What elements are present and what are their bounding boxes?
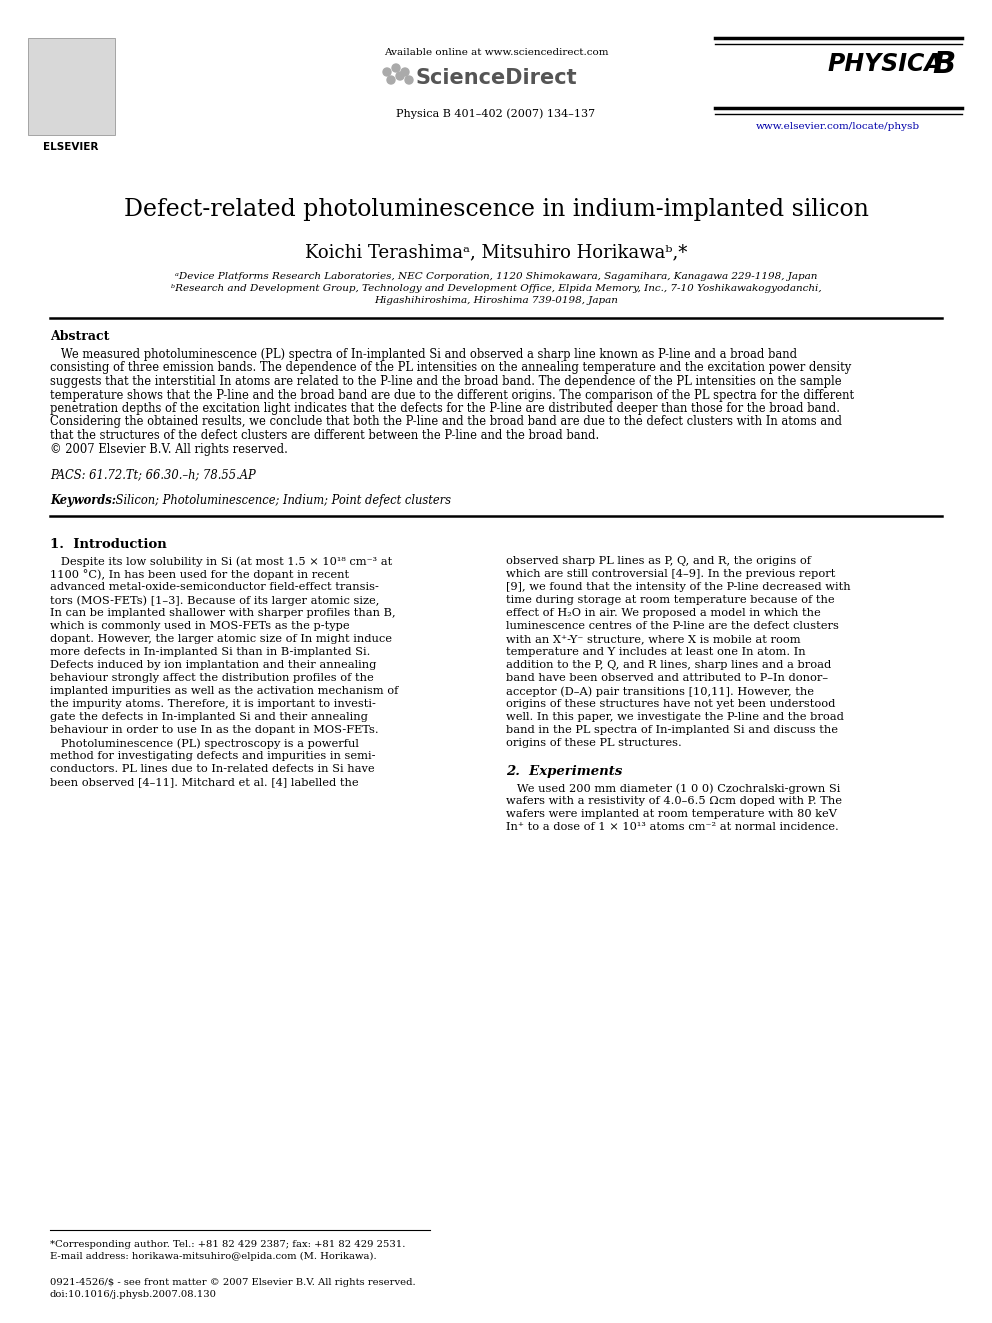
Text: method for investigating defects and impurities in semi-: method for investigating defects and imp… — [50, 751, 376, 761]
Text: Photoluminescence (PL) spectroscopy is a powerful: Photoluminescence (PL) spectroscopy is a… — [50, 738, 359, 749]
Text: Defects induced by ion implantation and their annealing: Defects induced by ion implantation and … — [50, 660, 376, 669]
Text: In⁺ to a dose of 1 × 10¹³ atoms cm⁻² at normal incidence.: In⁺ to a dose of 1 × 10¹³ atoms cm⁻² at … — [506, 822, 839, 832]
Text: Keywords:: Keywords: — [50, 493, 116, 507]
Text: 0921-4526/$ - see front matter © 2007 Elsevier B.V. All rights reserved.: 0921-4526/$ - see front matter © 2007 El… — [50, 1278, 416, 1287]
Text: more defects in In-implanted Si than in B-implanted Si.: more defects in In-implanted Si than in … — [50, 647, 370, 658]
Text: behaviour strongly affect the distribution profiles of the: behaviour strongly affect the distributi… — [50, 673, 374, 683]
Text: [9], we found that the intensity of the P-line decreased with: [9], we found that the intensity of the … — [506, 582, 850, 591]
Circle shape — [392, 64, 400, 71]
Text: band have been observed and attributed to P–In donor–: band have been observed and attributed t… — [506, 673, 828, 683]
Text: Koichi Terashimaᵃ, Mitsuhiro Horikawaᵇ,*: Koichi Terashimaᵃ, Mitsuhiro Horikawaᵇ,* — [305, 243, 687, 261]
Text: penetration depths of the excitation light indicates that the defects for the P-: penetration depths of the excitation lig… — [50, 402, 840, 415]
Text: 1.  Introduction: 1. Introduction — [50, 538, 167, 550]
Text: tors (MOS-FETs) [1–3]. Because of its larger atomic size,: tors (MOS-FETs) [1–3]. Because of its la… — [50, 595, 379, 606]
Text: Abstract: Abstract — [50, 329, 109, 343]
Text: band in the PL spectra of In-implanted Si and discuss the: band in the PL spectra of In-implanted S… — [506, 725, 838, 736]
Text: PACS: 61.72.Tt; 66.30.–h; 78.55.AP: PACS: 61.72.Tt; 66.30.–h; 78.55.AP — [50, 468, 256, 482]
Text: wafers were implanted at room temperature with 80 keV: wafers were implanted at room temperatur… — [506, 808, 837, 819]
Text: dopant. However, the larger atomic size of In might induce: dopant. However, the larger atomic size … — [50, 634, 392, 644]
Text: well. In this paper, we investigate the P-line and the broad: well. In this paper, we investigate the … — [506, 712, 844, 722]
Text: gate the defects in In-implanted Si and their annealing: gate the defects in In-implanted Si and … — [50, 712, 368, 722]
Text: Silicon; Photoluminescence; Indium; Point defect clusters: Silicon; Photoluminescence; Indium; Poin… — [112, 493, 451, 507]
Circle shape — [401, 67, 409, 75]
Text: E-mail address: horikawa-mitsuhiro@elpida.com (M. Horikawa).: E-mail address: horikawa-mitsuhiro@elpid… — [50, 1252, 377, 1261]
Text: ᵇResearch and Development Group, Technology and Development Office, Elpida Memor: ᵇResearch and Development Group, Technol… — [171, 284, 821, 292]
Text: acceptor (D–A) pair transitions [10,11]. However, the: acceptor (D–A) pair transitions [10,11].… — [506, 687, 814, 697]
Text: observed sharp PL lines as P, Q, and R, the origins of: observed sharp PL lines as P, Q, and R, … — [506, 556, 811, 566]
Text: effect of H₂O in air. We proposed a model in which the: effect of H₂O in air. We proposed a mode… — [506, 609, 820, 618]
Text: time during storage at room temperature because of the: time during storage at room temperature … — [506, 595, 834, 605]
Text: B: B — [932, 50, 955, 79]
Text: www.elsevier.com/locate/physb: www.elsevier.com/locate/physb — [756, 122, 920, 131]
Text: conductors. PL lines due to In-related defects in Si have: conductors. PL lines due to In-related d… — [50, 763, 375, 774]
Circle shape — [405, 75, 413, 83]
Text: *Corresponding author. Tel.: +81 82 429 2387; fax: +81 82 429 2531.: *Corresponding author. Tel.: +81 82 429 … — [50, 1240, 406, 1249]
Text: PHYSICA: PHYSICA — [828, 52, 943, 75]
Text: suggests that the interstitial In atoms are related to the P-line and the broad : suggests that the interstitial In atoms … — [50, 374, 841, 388]
Text: which is commonly used in MOS-FETs as the p-type: which is commonly used in MOS-FETs as th… — [50, 620, 349, 631]
Text: that the structures of the defect clusters are different between the P-line and : that the structures of the defect cluste… — [50, 429, 599, 442]
Circle shape — [396, 71, 404, 79]
Text: ᵃDevice Platforms Research Laboratories, NEC Corporation, 1120 Shimokawara, Saga: ᵃDevice Platforms Research Laboratories,… — [175, 273, 817, 280]
FancyBboxPatch shape — [28, 38, 115, 135]
Text: Despite its low solubility in Si (at most 1.5 × 10¹⁸ cm⁻³ at: Despite its low solubility in Si (at mos… — [50, 556, 392, 566]
Text: implanted impurities as well as the activation mechanism of: implanted impurities as well as the acti… — [50, 687, 399, 696]
Circle shape — [387, 75, 395, 83]
Circle shape — [383, 67, 391, 75]
Text: Defect-related photoluminescence in indium-implanted silicon: Defect-related photoluminescence in indi… — [124, 198, 868, 221]
Text: 2.  Experiments: 2. Experiments — [506, 765, 622, 778]
Text: temperature and Y includes at least one In atom. In: temperature and Y includes at least one … — [506, 647, 806, 658]
Text: behaviour in order to use In as the dopant in MOS-FETs.: behaviour in order to use In as the dopa… — [50, 725, 379, 736]
Text: wafers with a resistivity of 4.0–6.5 Ωcm doped with P. The: wafers with a resistivity of 4.0–6.5 Ωcm… — [506, 796, 842, 806]
Text: 1100 °C), In has been used for the dopant in recent: 1100 °C), In has been used for the dopan… — [50, 569, 349, 579]
Text: luminescence centres of the P-line are the defect clusters: luminescence centres of the P-line are t… — [506, 620, 839, 631]
Text: We used 200 mm diameter (1 0 0) Czochralski-grown Si: We used 200 mm diameter (1 0 0) Czochral… — [506, 783, 840, 794]
Text: with an X⁺-Y⁻ structure, where X is mobile at room: with an X⁺-Y⁻ structure, where X is mobi… — [506, 634, 801, 644]
Text: advanced metal-oxide-semiconductor field-effect transis-: advanced metal-oxide-semiconductor field… — [50, 582, 379, 591]
Text: Available online at www.sciencedirect.com: Available online at www.sciencedirect.co… — [384, 48, 608, 57]
Text: temperature shows that the P-line and the broad band are due to the different or: temperature shows that the P-line and th… — [50, 389, 854, 401]
Text: been observed [4–11]. Mitchard et al. [4] labelled the: been observed [4–11]. Mitchard et al. [4… — [50, 777, 359, 787]
Text: ScienceDirect: ScienceDirect — [416, 67, 576, 89]
Text: which are still controversial [4–9]. In the previous report: which are still controversial [4–9]. In … — [506, 569, 835, 579]
Text: © 2007 Elsevier B.V. All rights reserved.: © 2007 Elsevier B.V. All rights reserved… — [50, 442, 288, 455]
Text: We measured photoluminescence (PL) spectra of In-implanted Si and observed a sha: We measured photoluminescence (PL) spect… — [50, 348, 798, 361]
Text: Higashihiroshima, Hiroshima 739-0198, Japan: Higashihiroshima, Hiroshima 739-0198, Ja… — [374, 296, 618, 306]
Text: origins of these structures have not yet been understood: origins of these structures have not yet… — [506, 699, 835, 709]
Text: the impurity atoms. Therefore, it is important to investi-: the impurity atoms. Therefore, it is imp… — [50, 699, 376, 709]
Text: Considering the obtained results, we conclude that both the P-line and the broad: Considering the obtained results, we con… — [50, 415, 842, 429]
Text: addition to the P, Q, and R lines, sharp lines and a broad: addition to the P, Q, and R lines, sharp… — [506, 660, 831, 669]
Text: Physica B 401–402 (2007) 134–137: Physica B 401–402 (2007) 134–137 — [397, 108, 595, 119]
Text: doi:10.1016/j.physb.2007.08.130: doi:10.1016/j.physb.2007.08.130 — [50, 1290, 217, 1299]
Text: origins of these PL structures.: origins of these PL structures. — [506, 738, 682, 747]
Text: In can be implanted shallower with sharper profiles than B,: In can be implanted shallower with sharp… — [50, 609, 396, 618]
Text: ELSEVIER: ELSEVIER — [44, 142, 98, 152]
Text: consisting of three emission bands. The dependence of the PL intensities on the : consisting of three emission bands. The … — [50, 361, 851, 374]
